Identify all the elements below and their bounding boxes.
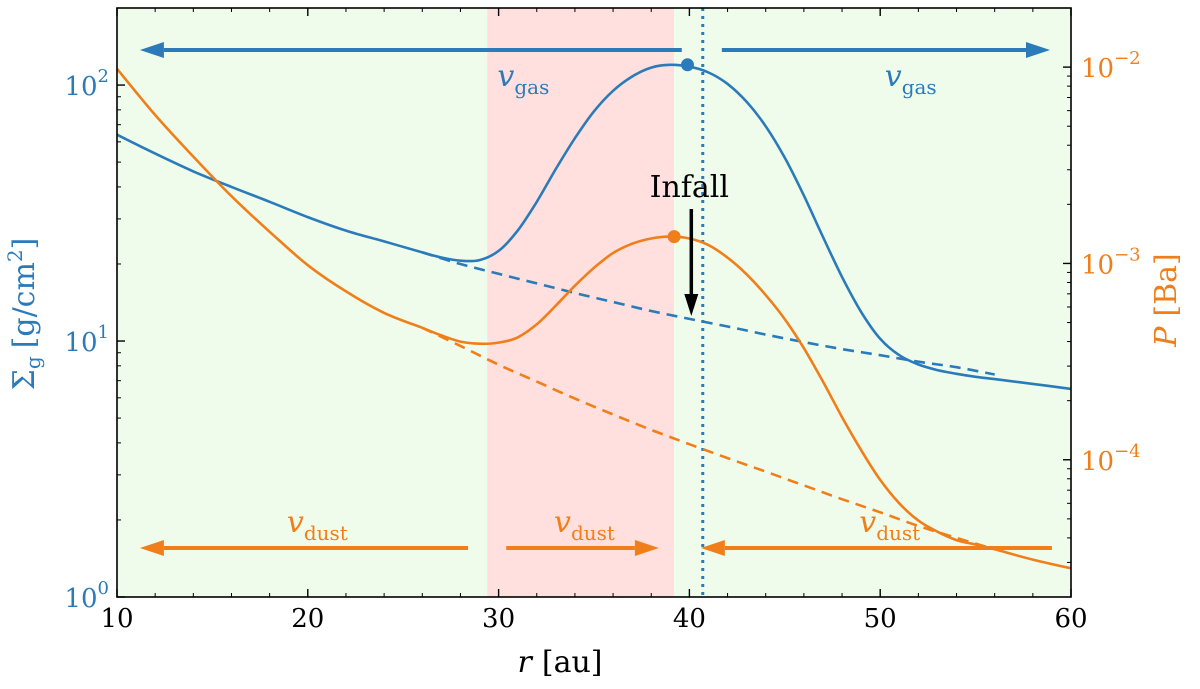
peak-marker-left [680,58,694,72]
ticks-layer: 10 20 30 40 50 60 100 101 102 10−4 10−3 10−2 [64,7,1141,634]
velocity-label-dust-2: vdust [287,505,348,545]
region-0 [117,8,488,597]
marker-layer [667,58,694,244]
y-right-tick-label: 10−4 [1081,441,1141,477]
velocity-arrow-head-1 [1026,42,1051,58]
x-tick-label: 50 [864,604,897,634]
x-tick-label: 30 [482,604,515,634]
region-1 [487,8,675,597]
y-right-tick-label: 10−2 [1081,48,1141,84]
x-tick-label: 10 [100,604,133,634]
plot-frame [116,7,1072,598]
y-left-tick-label: 101 [64,322,109,358]
velocity-label-dust-4: vdust [859,505,920,545]
y-left-tick-label: 100 [64,578,109,614]
velocity-arrow-head-4 [700,540,725,556]
velocity-arrow-head-2 [139,540,164,556]
series-left-dashed-line [421,251,995,376]
series-right-dashed-line [421,326,996,551]
series-right-solid-line [116,67,1072,570]
annotation-infall: Infall [650,170,729,205]
background-regions [117,8,1071,597]
x-axis-label: r [au] [518,645,603,680]
velocity-label-gas-1: vgas [885,59,937,99]
velocity-arrow-head-0 [139,42,164,58]
velocity-label-gas-0: vgas [497,59,549,99]
peak-marker-right [667,230,681,244]
velocity-arrow-layer: vgas vgas vdust vdust vdust [139,42,1052,556]
infall-arrow-head [684,294,699,316]
y-left-tick-label: 102 [64,66,109,102]
y-right-axis-label: P[Ba] [1149,253,1184,348]
x-tick-label: 20 [291,604,324,634]
series-layer [116,63,1072,570]
x-tick-label: 60 [1054,604,1087,634]
y-left-axis-label: Σg[g/cm2] [3,238,45,391]
region-2 [674,8,1071,597]
velocity-arrow-head-3 [634,540,659,556]
velocity-label-dust-3: vdust [554,505,615,545]
annotation-layer [684,209,699,316]
x-tick-label: 40 [673,604,706,634]
y-right-tick-label: 10−3 [1081,244,1141,280]
